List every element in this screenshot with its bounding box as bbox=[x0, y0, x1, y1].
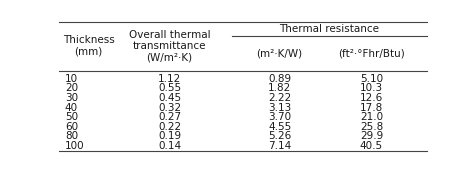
Text: 0.22: 0.22 bbox=[158, 122, 181, 132]
Text: 12.6: 12.6 bbox=[360, 93, 383, 103]
Text: 0.14: 0.14 bbox=[158, 141, 181, 151]
Text: 40.5: 40.5 bbox=[360, 141, 383, 151]
Text: 30: 30 bbox=[65, 93, 78, 103]
Text: 40: 40 bbox=[65, 103, 78, 113]
Text: 1.12: 1.12 bbox=[158, 74, 181, 84]
Text: 0.45: 0.45 bbox=[158, 93, 181, 103]
Text: Thermal resistance: Thermal resistance bbox=[279, 24, 379, 34]
Text: 3.70: 3.70 bbox=[268, 112, 291, 122]
Text: 0.27: 0.27 bbox=[158, 112, 181, 122]
Text: 0.19: 0.19 bbox=[158, 131, 181, 141]
Text: 0.32: 0.32 bbox=[158, 103, 181, 113]
Text: 25.8: 25.8 bbox=[360, 122, 383, 132]
Text: 4.55: 4.55 bbox=[268, 122, 292, 132]
Text: 29.9: 29.9 bbox=[360, 131, 383, 141]
Text: 80: 80 bbox=[65, 131, 78, 141]
Text: 21.0: 21.0 bbox=[360, 112, 383, 122]
Text: 10: 10 bbox=[65, 74, 78, 84]
Text: 17.8: 17.8 bbox=[360, 103, 383, 113]
Text: 5.26: 5.26 bbox=[268, 131, 292, 141]
Text: (m²·K/W): (m²·K/W) bbox=[256, 48, 303, 58]
Text: 50: 50 bbox=[65, 112, 78, 122]
Text: 100: 100 bbox=[65, 141, 84, 151]
Text: 3.13: 3.13 bbox=[268, 103, 292, 113]
Text: 1.82: 1.82 bbox=[268, 83, 292, 93]
Text: 20: 20 bbox=[65, 83, 78, 93]
Text: 60: 60 bbox=[65, 122, 78, 132]
Text: 0.89: 0.89 bbox=[268, 74, 291, 84]
Text: 7.14: 7.14 bbox=[268, 141, 292, 151]
Text: 10.3: 10.3 bbox=[360, 83, 383, 93]
Text: (ft²·°Fhr/Btu): (ft²·°Fhr/Btu) bbox=[338, 48, 405, 58]
Text: Thickness
(mm): Thickness (mm) bbox=[63, 35, 115, 57]
Text: 5.10: 5.10 bbox=[360, 74, 383, 84]
Text: Overall thermal
transmittance
(W/m²·K): Overall thermal transmittance (W/m²·K) bbox=[128, 30, 210, 63]
Text: 0.55: 0.55 bbox=[158, 83, 181, 93]
Text: 2.22: 2.22 bbox=[268, 93, 292, 103]
